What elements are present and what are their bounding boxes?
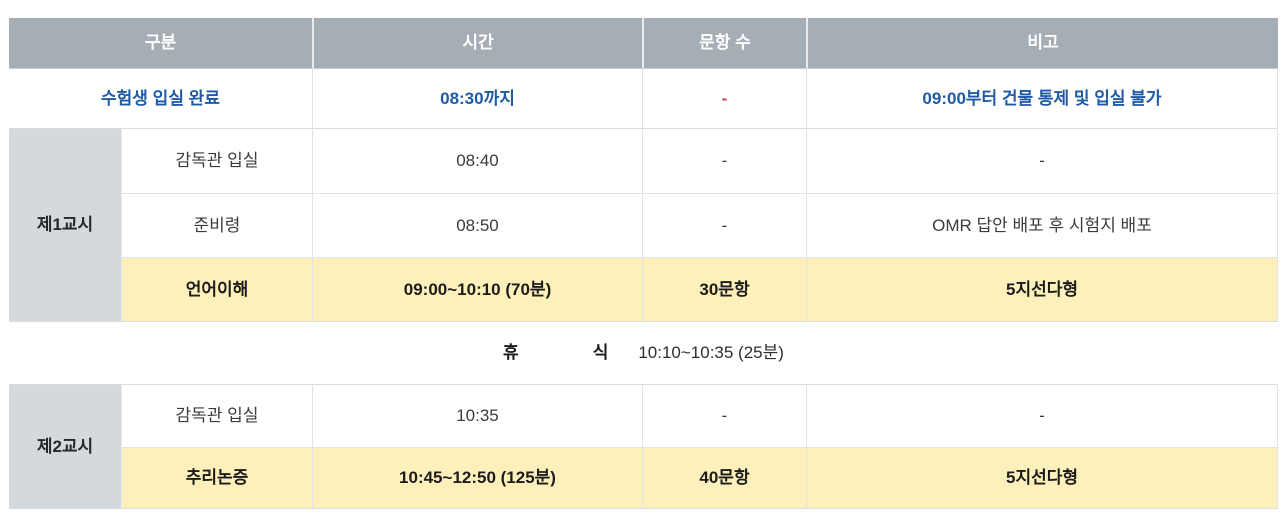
session1-row3-count: 30문항	[642, 257, 806, 321]
session1-row2-note: OMR 답안 배포 후 시험지 배포	[806, 193, 1278, 257]
break-word-1: 휴	[503, 343, 519, 363]
entry-label: 수험생 입실 완료	[9, 68, 312, 128]
entry-count: -	[642, 68, 806, 128]
exam-schedule-table: 구분 시간 문항 수 비고 수험생 입실 완료 08:30까지 - 09:00부…	[9, 18, 1278, 509]
session2-group-label: 제2교시	[9, 384, 122, 509]
session1-row1-time: 08:40	[312, 128, 642, 193]
session1-row1-count: -	[642, 128, 806, 193]
header-category: 구분	[9, 18, 312, 68]
session2-row1-note: -	[806, 384, 1278, 447]
session1-row2-label: 준비령	[122, 193, 312, 257]
session2-row2-count: 40문항	[642, 447, 806, 509]
header-time: 시간	[312, 18, 642, 68]
session1-row3-label: 언어이해	[122, 257, 312, 321]
session2-row2-label: 추리논증	[122, 447, 312, 509]
session1-row2-time: 08:50	[312, 193, 642, 257]
header-note: 비고	[806, 18, 1278, 68]
session1-group-label: 제1교시	[9, 128, 122, 321]
session2-row2-note: 5지선다형	[806, 447, 1278, 509]
session1-row3-time: 09:00~10:10 (70분)	[312, 257, 642, 321]
header-question-count: 문항 수	[642, 18, 806, 68]
entry-time: 08:30까지	[312, 68, 642, 128]
session2-row1-time: 10:35	[312, 384, 642, 447]
break-word-2: 식	[592, 343, 609, 363]
session2-row1-label: 감독관 입실	[122, 384, 312, 447]
session1-row1-label: 감독관 입실	[122, 128, 312, 193]
session2-row2-time: 10:45~12:50 (125분)	[312, 447, 642, 509]
break-time: 10:10~10:35 (25분)	[638, 343, 784, 363]
session1-row2-count: -	[642, 193, 806, 257]
break-row: 휴 식 10:10~10:35 (25분)	[9, 321, 1278, 384]
session2-row1-count: -	[642, 384, 806, 447]
session1-row1-note: -	[806, 128, 1278, 193]
session1-row3-note: 5지선다형	[806, 257, 1278, 321]
entry-note: 09:00부터 건물 통제 및 입실 불가	[806, 68, 1278, 128]
